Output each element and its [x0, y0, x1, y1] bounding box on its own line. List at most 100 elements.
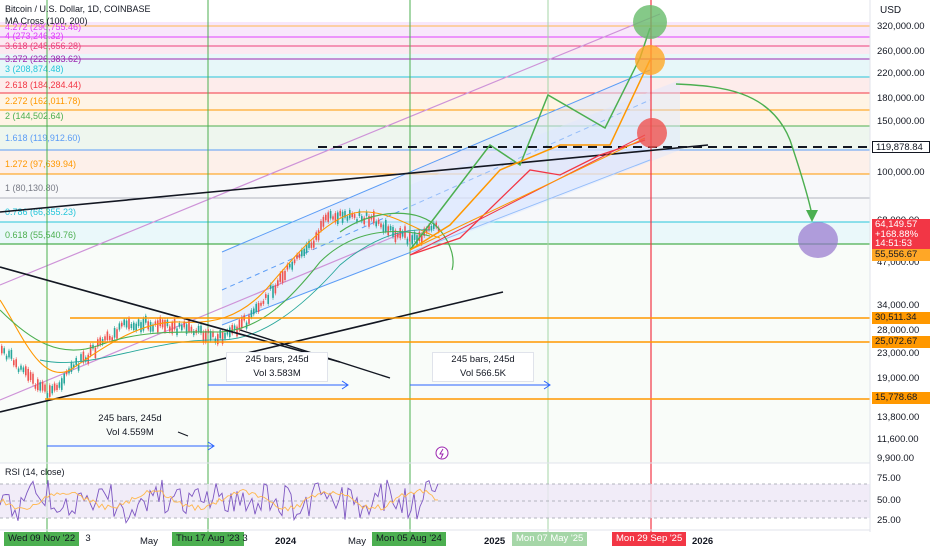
candle-body [164, 320, 166, 332]
price-axis-tick: 220,000.00 [877, 68, 925, 79]
candle-body [272, 285, 274, 298]
range-box-1: 245 bars, 245d Vol 4.559M [80, 412, 180, 440]
candle-body [75, 357, 77, 365]
time-axis-tick: 2024 [275, 536, 297, 547]
price-axis-tick: 100,000.00 [877, 167, 925, 178]
candle-body [73, 364, 75, 368]
candle-body [46, 393, 49, 400]
candle-body [281, 271, 284, 283]
price-tag: 119,878.84 [872, 141, 930, 153]
candle-body [169, 326, 171, 332]
candle-body [241, 316, 243, 328]
candle-body [77, 363, 80, 371]
candle-body [409, 231, 411, 242]
date-tag: Wed 09 Nov '22 [4, 532, 80, 546]
range-box-3-vol: Vol 566.5K [460, 368, 506, 379]
fib-level-label: 1.618 (119,912.60) [5, 133, 80, 143]
fib-level-label: 3 (208,874.48) [5, 64, 64, 74]
candle-body [346, 216, 349, 221]
candle-body [351, 213, 353, 218]
price-axis-tick: 260,000.00 [877, 46, 925, 57]
price-axis[interactable]: 320,000.00 260,000.00 220,000.00 180,000.00… [877, 21, 925, 464]
candle-body [217, 334, 219, 345]
candle-body [430, 226, 433, 231]
candle-body [289, 263, 291, 268]
candle-body [147, 321, 149, 330]
candle-body [89, 344, 92, 356]
price-axis-tick: 320,000.00 [877, 21, 925, 32]
candle-body [44, 384, 46, 392]
price-axis-tick: 180,000.00 [877, 93, 925, 104]
range-box-1-vol: Vol 4.559M [106, 427, 154, 438]
time-axis[interactable]: May 2024 May 2025 2026 [140, 536, 713, 547]
lightning-icon[interactable] [435, 446, 449, 460]
candle-body [20, 365, 22, 370]
candle-body [332, 216, 334, 220]
indicator-title[interactable]: MA Cross (100, 200) [5, 16, 88, 26]
candle-body [197, 325, 200, 332]
price-axis-tick: 28,000.00 [877, 325, 919, 336]
symbol-title[interactable]: Bitcoin / U.S. Dollar, 1D, COINBASE [5, 4, 151, 14]
candle-body [99, 337, 101, 345]
rsi-title[interactable]: RSI (14, close) [5, 467, 65, 477]
candle-body [152, 324, 154, 332]
candle-body [373, 211, 375, 224]
candle-body [229, 327, 231, 338]
candle-body [437, 227, 440, 232]
candle-body [125, 320, 128, 328]
candle-body [121, 322, 123, 327]
range-box-2-vol: Vol 3.583M [253, 368, 301, 379]
candle-body [49, 385, 51, 397]
candle-body [219, 330, 221, 339]
candle-body [399, 228, 401, 239]
candle-body [382, 224, 385, 233]
candle-body [339, 210, 341, 216]
candle-body [27, 368, 29, 381]
candle-body [17, 368, 20, 372]
candle-body [305, 243, 308, 253]
candle-body [317, 230, 320, 241]
candle-body [224, 332, 226, 339]
candle-body [1, 345, 3, 354]
price-axis-tick: 34,000.00 [877, 300, 919, 311]
candle-body [303, 248, 305, 256]
candle-body [327, 212, 329, 222]
candle-body [142, 318, 145, 331]
candle-body [334, 213, 337, 223]
candle-body [61, 378, 63, 390]
candle-body [385, 219, 387, 232]
candle-body [337, 212, 339, 225]
candle-body [111, 337, 113, 341]
candle-body [358, 210, 361, 216]
measure-arrows [47, 380, 551, 451]
date-tag: Mon 05 Aug '24 [372, 532, 446, 546]
candle-body [178, 323, 181, 327]
candle-body [171, 322, 173, 334]
candle-body [356, 219, 358, 223]
candle-body [22, 367, 25, 373]
price-axis-tick: 47,000.00 [877, 257, 919, 268]
candle-body [322, 216, 325, 227]
candle-body [205, 330, 207, 343]
candle-body [344, 210, 346, 218]
time-axis-tick: 2026 [692, 536, 713, 547]
candle-body [291, 261, 293, 270]
candle-body [140, 322, 142, 333]
candle-body [135, 323, 137, 331]
candle-body [181, 325, 183, 331]
fib-level-label: 2 (144,502.64) [5, 111, 64, 121]
candle-body [25, 366, 27, 376]
candle-body [56, 384, 58, 390]
partial-date-label-2: 3 [242, 533, 248, 544]
fib-level-label: 1 (80,130.80) [5, 183, 59, 193]
candle-body [253, 308, 255, 315]
candle-body [149, 321, 152, 332]
fib-level-label: 3.272 (226,383.62) [5, 54, 81, 64]
candle-body [15, 359, 17, 368]
candle-body [166, 319, 169, 327]
candle-body [106, 331, 109, 341]
currency-label[interactable]: USD [880, 5, 902, 16]
candle-body [29, 372, 32, 381]
vertical-markers [46, 0, 652, 532]
